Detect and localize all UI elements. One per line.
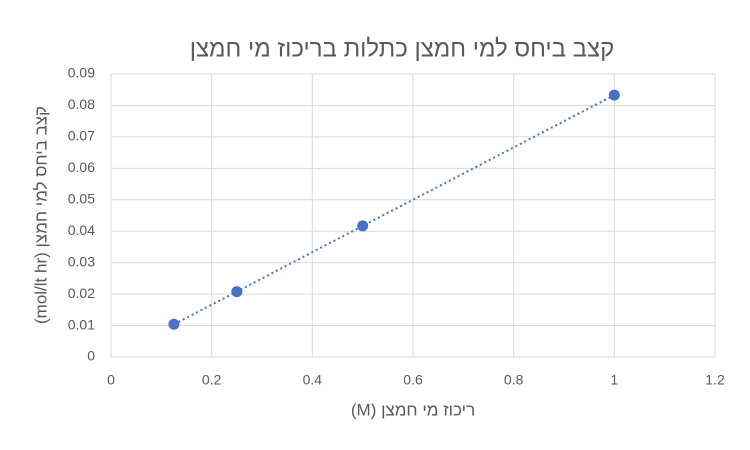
x-axis-label: ריכוז מי חמצן (M) bbox=[351, 400, 475, 419]
y-tick-label: 0.06 bbox=[68, 159, 95, 175]
point bbox=[357, 220, 369, 232]
point bbox=[608, 89, 620, 101]
y-tick-label: 0.04 bbox=[68, 222, 95, 238]
point bbox=[168, 318, 180, 330]
x-tick-label: 0 bbox=[107, 372, 115, 388]
y-tick-label: 0.03 bbox=[68, 253, 95, 269]
y-tick-label: 0.05 bbox=[68, 190, 95, 206]
trendline bbox=[173, 94, 615, 326]
y-tick-label: 0.08 bbox=[68, 96, 95, 112]
y-tick-label: 0.07 bbox=[68, 128, 95, 144]
y-tick-label: 0.09 bbox=[68, 65, 95, 81]
x-tick-label: 0.4 bbox=[303, 372, 323, 388]
x-tick-label: 1 bbox=[610, 372, 618, 388]
y-axis-label: קצב ביחס למי חמצן (mol/lt hr) bbox=[31, 106, 50, 324]
point bbox=[231, 286, 243, 298]
x-tick-label: 0.8 bbox=[504, 372, 524, 388]
y-tick-label: 0.01 bbox=[68, 316, 95, 332]
chart-title: קצב ביחס למי חמצן כתלות בריכוז מי חמצן bbox=[190, 35, 615, 62]
y-tick-label: 0 bbox=[87, 348, 95, 364]
y-tick-label: 0.02 bbox=[68, 285, 95, 301]
x-tick-label: 0.2 bbox=[202, 372, 222, 388]
x-tick-label: 1.2 bbox=[705, 372, 725, 388]
x-tick-label: 0.6 bbox=[403, 372, 423, 388]
